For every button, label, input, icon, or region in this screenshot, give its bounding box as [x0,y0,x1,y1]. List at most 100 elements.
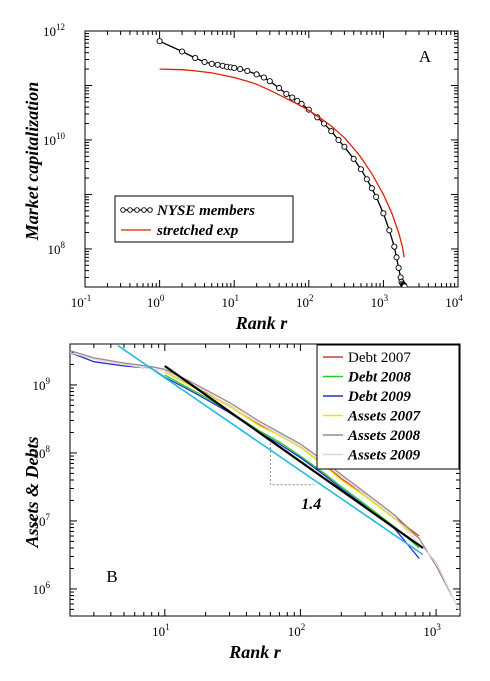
plot-area [70,344,460,613]
legend-label: stretched exp [156,223,239,239]
x-axis-label: Rank r [228,642,282,662]
data-point [156,38,163,45]
y-tick-label: 1012 [43,22,65,39]
legend-marker [127,207,133,213]
data-point [368,185,375,192]
legend-label: Assets 2008 [347,428,421,444]
data-point [260,74,267,81]
x-tick-label: 102 [296,293,314,310]
series-stretched-exp-line [159,68,405,258]
x-tick-base: 10 [221,295,234,310]
x-tick-label: 101 [221,293,239,310]
y-tick-exp: 7 [46,512,51,522]
y-tick-base: 10 [33,582,46,597]
data-point [380,210,387,217]
legend-label: Debt 2007 [348,350,411,366]
x-tick-label: 104 [445,293,463,310]
data-point [328,128,335,135]
fit-line-6-line [164,365,424,549]
legend-label: Assets 2007 [347,409,421,425]
x-tick-exp: 3 [384,293,389,303]
y-tick-base: 10 [48,242,61,257]
y-axis-label: Assets & Debts [22,436,42,548]
slope-label: 1.4 [301,496,321,513]
x-tick-label: 100 [147,293,165,310]
x-tick-label: 103 [423,622,441,639]
plot-frame [84,30,459,288]
series-assets-2009-line [70,351,460,613]
series-nyse-members-line [159,40,406,287]
data-point [231,64,238,71]
data-point [208,60,215,67]
x-tick-label: 10-1 [71,293,92,310]
data-point [179,48,186,55]
y-tick-exp: 12 [56,22,65,32]
fit-line-7-line [117,344,424,556]
data-point [395,264,402,271]
data-point [289,94,296,101]
x-tick-label: 102 [288,622,306,639]
x-tick-base: 10 [288,624,301,639]
data-point [391,243,398,250]
x-tick-base: 10 [445,295,458,310]
legend-box [114,195,294,243]
panel-label: A [419,47,432,66]
data-point [341,143,348,150]
data-point [335,136,342,144]
y-tick-label: 107 [33,512,51,529]
panel-label: B [106,567,117,586]
legend-label: NYSE members [156,203,255,219]
data-point [363,176,370,183]
y-tick-label: 108 [48,240,66,257]
y-tick-exp: 8 [61,240,66,250]
x-tick-base: 10 [71,295,84,310]
data-point [373,193,380,200]
data-point [401,283,408,287]
legend-marker [134,207,140,213]
data-point [192,54,199,62]
legend-marker [147,207,153,213]
x-tick-exp: 3 [436,622,441,632]
legend-label: Debt 2009 [347,389,411,405]
slope-triangle [269,443,314,486]
y-tick-base: 10 [33,378,46,393]
y-tick-label: 109 [33,376,51,393]
x-tick-exp: 2 [301,622,306,632]
x-tick-exp: -1 [84,293,92,303]
y-tick-base: 10 [43,133,56,148]
legend-box [316,344,460,470]
y-tick-label: 106 [33,580,51,597]
x-tick-exp: 4 [458,293,463,303]
x-tick-exp: 1 [165,622,170,632]
x-tick-exp: 2 [309,293,314,303]
x-tick-base: 10 [371,295,384,310]
data-point [201,58,208,66]
y-tick-base: 10 [43,24,56,39]
y-tick-exp: 6 [46,580,51,590]
data-point [244,67,251,74]
y-tick-exp: 8 [46,444,51,454]
x-tick-base: 10 [423,624,436,639]
x-tick-base: 10 [152,624,165,639]
y-axis-label: Market capitalization [22,82,42,242]
x-tick-exp: 0 [160,293,165,303]
data-point [393,254,400,261]
y-tick-exp: 9 [46,376,51,386]
y-tick-exp: 10 [56,131,66,141]
data-point [283,90,290,97]
data-point [253,71,260,78]
x-tick-base: 10 [147,295,160,310]
plot-area [156,38,408,287]
data-point [276,84,283,92]
legend-label: Assets 2009 [347,448,421,464]
data-point [266,78,273,85]
y-tick-label: 1010 [43,131,66,148]
x-tick-label: 101 [152,622,170,639]
legend-marker [141,207,147,213]
x-tick-base: 10 [296,295,309,310]
x-tick-exp: 1 [234,293,239,303]
data-point [357,166,364,173]
